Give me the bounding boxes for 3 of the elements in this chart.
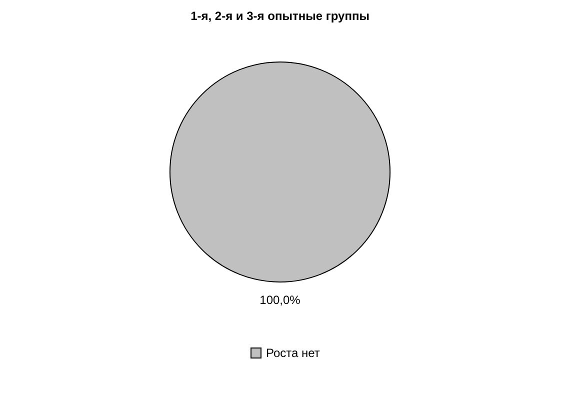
- data-label: 100,0%: [260, 293, 301, 307]
- chart-title: 1-я, 2-я и 3-я опытные группы: [190, 9, 370, 23]
- legend-label: Роста нет: [266, 346, 320, 360]
